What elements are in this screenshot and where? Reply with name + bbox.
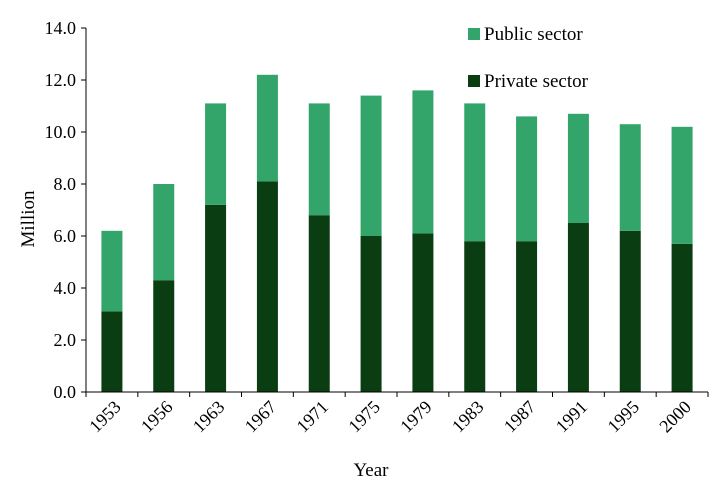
bar-private-sector-1975: [360, 236, 382, 392]
x-tick-label: 1987: [500, 397, 540, 437]
bar-private-sector-1979: [412, 233, 434, 392]
x-tick-label: 1995: [603, 397, 643, 437]
bar-public-sector-1979: [412, 90, 434, 234]
bar-private-sector-1983: [464, 241, 486, 392]
y-tick-label: 14.0: [45, 18, 77, 38]
x-tick-label: 1975: [344, 397, 384, 437]
y-tick-label: 8.0: [54, 174, 77, 194]
x-axis-title: Year: [353, 460, 389, 481]
bar-public-sector-1983: [464, 103, 486, 242]
bar-public-sector-2000: [671, 126, 693, 244]
legend-swatch-private-sector: [468, 75, 480, 87]
y-tick-label: 0.0: [54, 382, 77, 402]
bar-private-sector-1963: [205, 204, 227, 392]
y-tick-label: 12.0: [45, 70, 77, 90]
x-tick-label: 1963: [189, 397, 229, 437]
x-tick-label: 2000: [655, 397, 695, 437]
x-tick-label: 1991: [552, 397, 592, 437]
bar-public-sector-1995: [619, 124, 641, 231]
y-tick-label: 6.0: [54, 226, 77, 246]
bar-private-sector-2000: [671, 243, 693, 392]
x-tick-label: 1971: [292, 397, 332, 437]
bar-public-sector-1975: [360, 95, 382, 236]
bars-group: [101, 74, 693, 392]
bar-public-sector-1967: [256, 74, 278, 182]
bar-public-sector-1991: [567, 113, 589, 223]
y-tick-label: 10.0: [45, 122, 77, 142]
bar-private-sector-1991: [567, 223, 589, 392]
x-tick-label: 1956: [137, 397, 177, 437]
y-tick-label: 2.0: [54, 330, 77, 350]
bar-public-sector-1963: [205, 103, 227, 205]
bar-private-sector-1953: [101, 311, 123, 392]
bar-private-sector-1956: [153, 280, 175, 392]
bar-public-sector-1987: [516, 116, 538, 242]
legend-swatch-public-sector: [468, 28, 480, 40]
x-tick-label: 1979: [396, 397, 436, 437]
y-axis-title: Million: [18, 190, 39, 248]
bar-public-sector-1971: [308, 103, 330, 216]
y-tick-label: 4.0: [54, 278, 77, 298]
bar-private-sector-1995: [619, 230, 641, 392]
x-tick-label: 1983: [448, 397, 488, 437]
bar-public-sector-1953: [101, 230, 123, 312]
bar-private-sector-1967: [256, 181, 278, 392]
bar-private-sector-1971: [308, 215, 330, 392]
axes-group: [81, 27, 709, 397]
legend-label-private-sector: Private sector: [484, 71, 589, 92]
x-tick-label: 1967: [241, 397, 281, 437]
bar-private-sector-1987: [516, 241, 538, 392]
x-tick-label: 1953: [85, 397, 125, 437]
legend-label-public-sector: Public sector: [484, 24, 583, 45]
legend: Public sector Private sector: [468, 24, 589, 92]
bar-public-sector-1956: [153, 184, 175, 281]
